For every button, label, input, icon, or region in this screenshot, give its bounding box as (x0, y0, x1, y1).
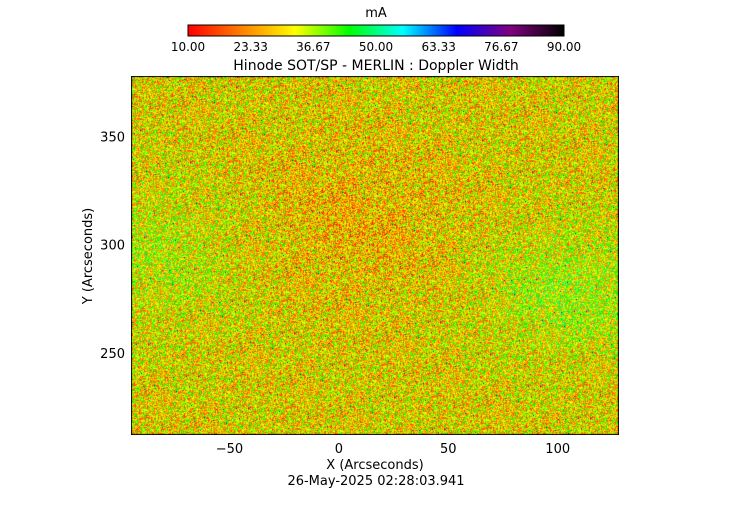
y-tick-label: 250 (100, 347, 125, 362)
x-tick-label: 50 (440, 442, 457, 457)
y-tick-label: 350 (100, 131, 125, 146)
timestamp: 26-May-2025 02:28:03.941 (287, 474, 464, 489)
colorbar-tick-label: 76.67 (484, 40, 518, 54)
colorbar-label: mA (365, 6, 387, 21)
chart-title: Hinode SOT/SP - MERLIN : Doppler Width (233, 58, 518, 74)
y-axis-label: Y (Arcseconds) (81, 208, 96, 305)
colorbar-tick-label: 63.33 (421, 40, 455, 54)
colorbar-tick-label: 10.00 (171, 40, 205, 54)
colorbar-tick-label: 23.33 (233, 40, 267, 54)
colorbar (188, 25, 564, 36)
colorbar-tick-label: 90.00 (547, 40, 581, 54)
colorbar-frame (187, 24, 565, 37)
colorbar-ticks: 10.00 23.33 36.67 50.00 63.33 76.67 90.00 (171, 40, 581, 54)
x-tick-label: −50 (216, 442, 243, 457)
y-tick-label: 300 (100, 239, 125, 254)
colorbar-tick-label: 50.00 (359, 40, 393, 54)
doppler-width-map (131, 76, 619, 435)
x-tick-label: 100 (545, 442, 570, 457)
x-axis-label: X (Arcseconds) (326, 458, 423, 473)
colorbar-tick-label: 36.67 (296, 40, 330, 54)
x-tick-label: 0 (335, 442, 343, 457)
